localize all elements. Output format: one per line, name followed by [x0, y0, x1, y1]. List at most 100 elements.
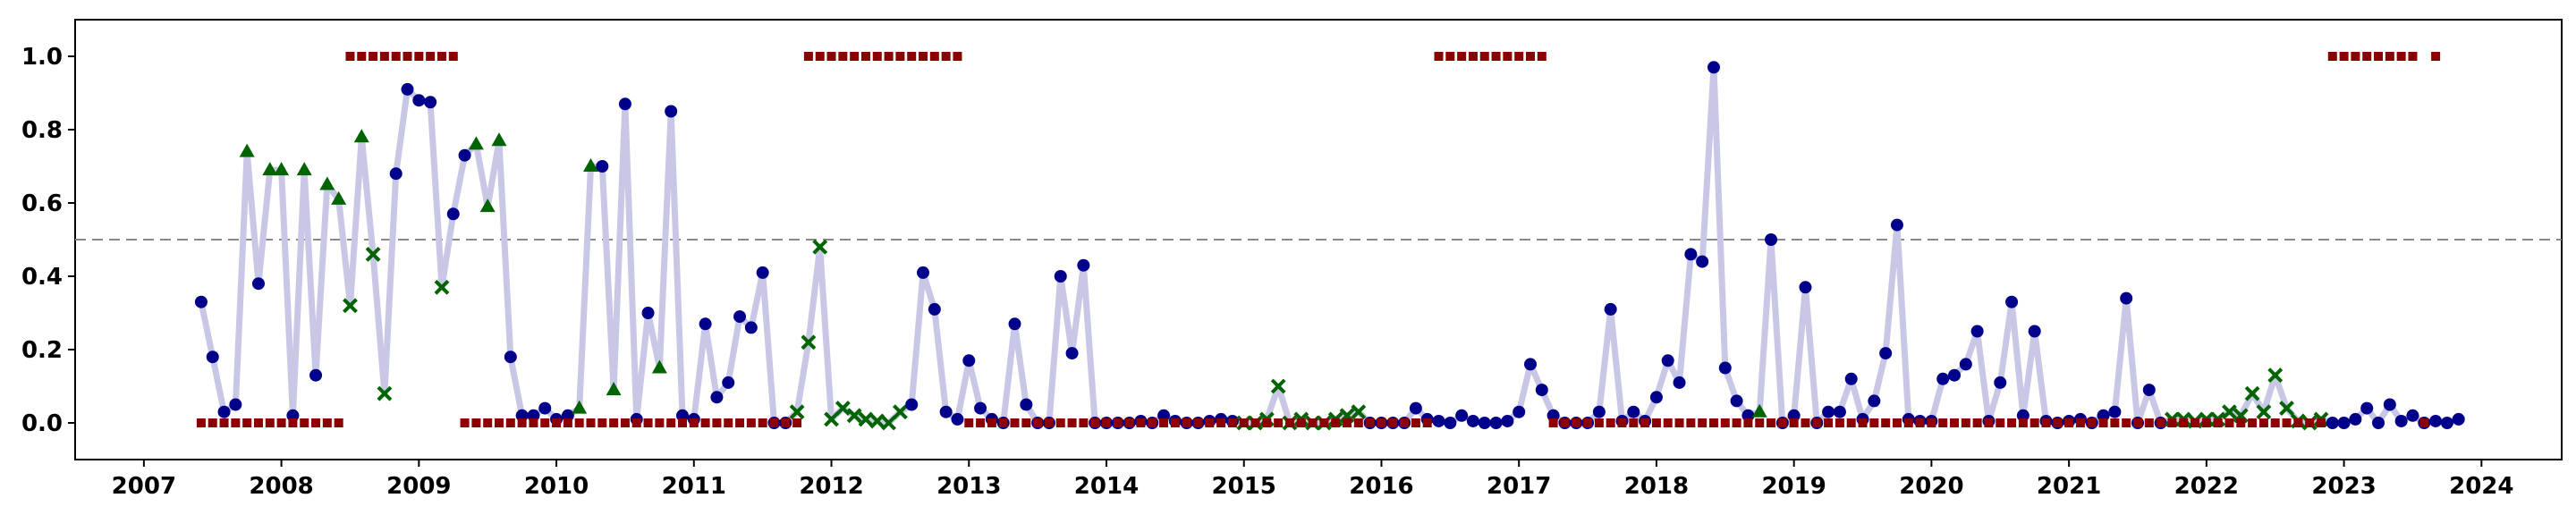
data-point-cross: [812, 239, 828, 255]
flag-square: [929, 52, 939, 61]
flag-square: [357, 52, 367, 61]
flag-square: [1262, 418, 1272, 427]
flag-square: [1674, 418, 1684, 427]
flag-square: [860, 52, 870, 61]
flag-square: [483, 418, 493, 427]
data-point-circle: [905, 398, 919, 411]
flag-square: [1938, 418, 1948, 427]
y-tick-label: 0.0: [21, 410, 63, 437]
flag-square: [1044, 418, 1054, 427]
data-point-circle: [596, 160, 609, 173]
flag-square: [609, 418, 619, 427]
flag-square: [1594, 418, 1604, 427]
flag-square: [1343, 418, 1352, 427]
flag-square: [369, 52, 378, 61]
flag-square: [1331, 418, 1341, 427]
data-point-circle: [2326, 417, 2339, 429]
flag-square: [495, 418, 504, 427]
flag-square: [803, 52, 813, 61]
flag-square: [907, 52, 917, 61]
data-point-circle: [962, 354, 976, 367]
flag-square: [1457, 52, 1467, 61]
x-tick-label: 2010: [524, 473, 589, 500]
flag-square: [826, 52, 836, 61]
flag-square: [334, 418, 343, 427]
data-point-cross: [858, 411, 874, 427]
data-point-circle: [2440, 417, 2453, 429]
flag-square: [724, 418, 733, 427]
flag-square: [2007, 418, 2017, 427]
data-point-circle: [1936, 372, 1950, 385]
data-point-circle: [2349, 412, 2362, 426]
flag-square: [1308, 418, 1318, 427]
data-point-circle: [710, 391, 724, 404]
data-point-circle: [401, 82, 414, 96]
flag-square: [964, 418, 974, 427]
data-point-cross: [365, 246, 381, 262]
flag-square: [953, 52, 962, 61]
data-point-circle: [928, 302, 941, 316]
y-tick-label: 0.4: [21, 264, 63, 291]
flag-square: [322, 418, 332, 427]
flag-square: [402, 52, 412, 61]
flag-square: [2258, 418, 2268, 427]
data-point-triangle: [606, 382, 622, 396]
flag-square: [746, 418, 756, 427]
data-point-circle: [1673, 376, 1686, 389]
flag-square: [2098, 418, 2108, 427]
flag-square: [1881, 418, 1891, 427]
flag-square: [1835, 418, 1844, 427]
flag-square: [2087, 418, 2097, 427]
flag-square: [1079, 418, 1089, 427]
flag-square: [1159, 418, 1169, 427]
flag-square: [1686, 418, 1696, 427]
data-point-triangle: [582, 158, 598, 172]
data-point-cross: [2222, 404, 2237, 420]
data-point-circle: [446, 207, 460, 221]
flag-square: [2041, 418, 2051, 427]
flag-square: [265, 418, 275, 427]
flag-square: [735, 418, 745, 427]
flag-square: [242, 418, 252, 427]
data-point-circle: [1994, 376, 2007, 389]
data-point-circle: [2142, 384, 2156, 397]
flag-square: [505, 418, 515, 427]
flag-square: [2293, 418, 2303, 427]
flag-square: [276, 418, 286, 427]
data-point-circle: [424, 96, 437, 109]
data-point-circle: [917, 266, 930, 279]
data-point-circle: [1879, 347, 1893, 360]
flag-square: [1148, 418, 1157, 427]
flag-square: [1640, 418, 1650, 427]
flag-square: [643, 418, 653, 427]
data-point-triangle: [353, 129, 369, 143]
flag-square: [2282, 418, 2292, 427]
flag-square: [1961, 418, 1970, 427]
data-point-circle: [1684, 248, 1698, 261]
data-point-cross: [892, 404, 908, 420]
flag-square: [2408, 52, 2418, 61]
data-point-circle: [1501, 414, 1514, 427]
flag-square: [2431, 52, 2441, 61]
flag-square: [1846, 418, 1856, 427]
flag-square: [1434, 52, 1444, 61]
flag-square: [850, 52, 860, 61]
flag-square: [1227, 418, 1237, 427]
flag-square: [1972, 418, 1982, 427]
data-point-circle: [699, 317, 712, 331]
data-point-circle: [1065, 347, 1079, 360]
data-point-circle: [1432, 414, 1445, 427]
flag-square: [2132, 418, 2142, 427]
data-point-circle: [1948, 368, 1962, 382]
x-tick-label: 2021: [2037, 473, 2101, 500]
flag-square: [1101, 418, 1111, 427]
flag-square: [1033, 418, 1043, 427]
flag-square: [769, 418, 779, 427]
data-point-triangle: [491, 132, 507, 147]
x-tick-label: 2015: [1212, 473, 1276, 500]
flag-square: [2339, 52, 2349, 61]
x-tick-label: 2023: [2311, 473, 2376, 500]
flag-square: [666, 418, 676, 427]
flag-square: [620, 418, 630, 427]
x-tick-label: 2020: [1899, 473, 1963, 500]
